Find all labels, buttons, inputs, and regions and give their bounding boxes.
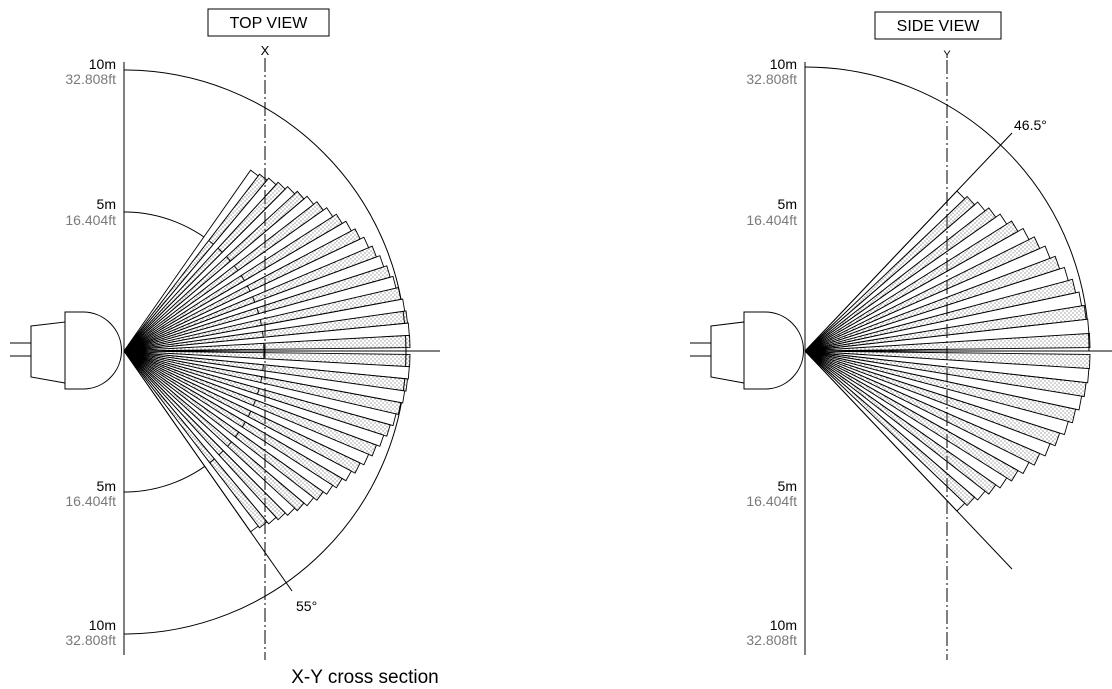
side-view-label-5m-lower: 5m (778, 478, 797, 494)
side-view-label-ft-top: 32.808ft (746, 71, 797, 87)
top-view-sensor-icon (10, 311, 122, 390)
top-view-label-ft-top: 32.808ft (65, 71, 116, 87)
top-view-label-5m-upper: 5m (97, 196, 116, 212)
diagram-caption: X-Y cross section (291, 667, 438, 688)
side-view-panel: SIDE VIEW Y 46.5° 10m 32.808ft 5m 16.404… (690, 11, 1112, 660)
top-view-panel: TOP VIEW X 55° 10m 32.808ft 5m 16.404ft … (10, 8, 440, 660)
top-view-label-10m-top: 10m (89, 56, 116, 72)
side-view-arc-10m (804, 66, 1090, 352)
top-view-label-ft-lower: 16.404ft (65, 493, 116, 509)
side-view-label-ft-upper: 16.404ft (746, 212, 797, 228)
top-view-title: TOP VIEW (230, 15, 309, 32)
side-view-sensor-icon (690, 311, 804, 390)
top-view-title-box (207, 8, 330, 37)
side-view-title-box (874, 11, 1002, 40)
top-view-arc-10m (123, 69, 407, 635)
side-view-label-5m-upper: 5m (778, 196, 797, 212)
side-view-axis-letter: Y (943, 49, 951, 61)
top-view-label-ft-bottom: 32.808ft (65, 632, 116, 648)
side-view-label-10m-bottom: 10m (770, 617, 797, 633)
side-view-title: SIDE VIEW (897, 18, 981, 35)
side-view-angle-leader-upper (804, 132, 1013, 352)
top-view-label-10m-bottom: 10m (89, 617, 116, 633)
side-view-angle-leader-lower (804, 350, 1013, 570)
top-view-axis-letter: X (261, 43, 270, 58)
top-view-angle-leader (123, 350, 293, 592)
top-view-arc-5m (123, 211, 265, 493)
side-view-angle-label: 46.5° (1014, 117, 1047, 133)
side-view-label-10m-top: 10m (770, 56, 797, 72)
side-view-label-ft-bottom: 32.808ft (746, 632, 797, 648)
side-view-label-ft-lower: 16.404ft (746, 493, 797, 509)
top-view-angle-label: 55° (296, 598, 317, 614)
top-view-detection-zones (123, 169, 411, 533)
top-view-label-5m-lower: 5m (97, 478, 116, 494)
top-view-label-ft-upper: 16.404ft (65, 212, 116, 228)
detection-zone-segment (123, 169, 259, 352)
